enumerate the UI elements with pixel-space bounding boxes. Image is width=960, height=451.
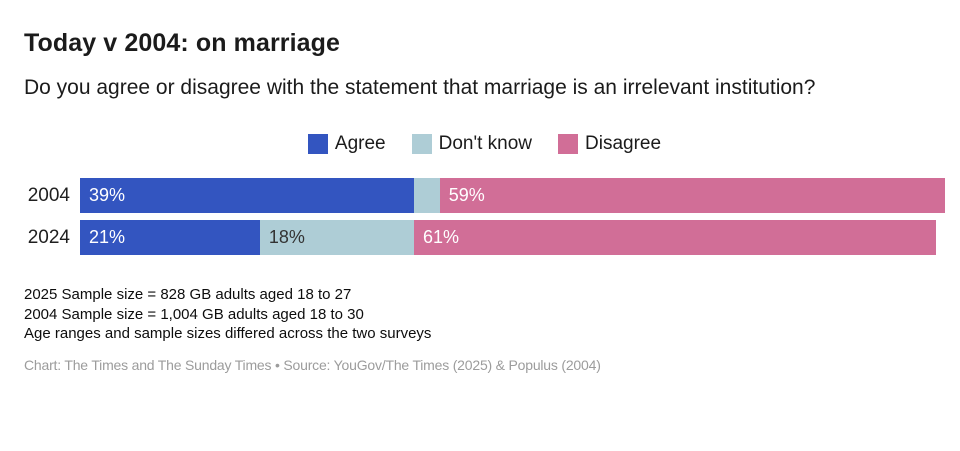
- bar-rows: 2004 39% 59% 2024 21% 18% 61%: [24, 178, 945, 255]
- footnote-line: 2004 Sample size = 1,004 GB adults aged …: [24, 305, 364, 323]
- bar-row: 2004 39% 59%: [24, 178, 945, 213]
- bar-segment-agree: 39%: [80, 178, 414, 213]
- footnotes: 2025 Sample size = 828 GB adults aged 18…: [24, 285, 945, 344]
- bar-segment-don-t-know: 18%: [259, 220, 414, 255]
- legend-swatch-disagree: [558, 134, 579, 154]
- legend-swatch-agree: [307, 134, 328, 154]
- bar-segment-agree: 21%: [80, 220, 260, 255]
- source-attribution: Chart: The Times and The Sunday Times • …: [24, 356, 601, 373]
- bar-segment-disagree: 61%: [414, 220, 937, 255]
- bar-track: 39% 59%: [80, 178, 945, 213]
- chart-title: Today v 2004: on marriage: [24, 29, 341, 57]
- legend-swatch-dont-know: [411, 134, 432, 154]
- bar-value-label: 59%: [448, 185, 485, 205]
- chart-subtitle: Do you agree or disagree with the statem…: [24, 76, 816, 99]
- legend-label: Disagree: [585, 133, 662, 154]
- footnote-line: Age ranges and sample sizes differed acr…: [24, 325, 432, 342]
- legend-label: Agree: [334, 133, 386, 154]
- row-label: 2004: [27, 184, 70, 206]
- stacked-bar-chart: 2004 39% 59% 2024 21% 18% 61%: [24, 178, 945, 255]
- bar-value-label: 61%: [423, 227, 460, 247]
- bar-segment-don-t-know: [414, 178, 440, 213]
- bar-value-label: 39%: [89, 185, 126, 205]
- legend-item-disagree: Disagree: [558, 133, 661, 155]
- bar-value-label: 21%: [89, 227, 126, 247]
- legend-item-agree: Agree: [307, 133, 386, 155]
- bar-value-label: 18%: [268, 227, 305, 247]
- legend-item-dont-know: Don't know: [411, 133, 533, 155]
- row-label: 2024: [27, 226, 70, 248]
- legend: Agree Don't know Disagree: [24, 133, 945, 155]
- legend-label: Don't know: [438, 133, 533, 154]
- bar-segment-disagree: 59%: [439, 178, 945, 213]
- bar-row: 2024 21% 18% 61%: [24, 220, 945, 255]
- bar-track: 21% 18% 61%: [80, 220, 945, 255]
- footnote-line: 2025 Sample size = 828 GB adults aged 18…: [24, 286, 352, 303]
